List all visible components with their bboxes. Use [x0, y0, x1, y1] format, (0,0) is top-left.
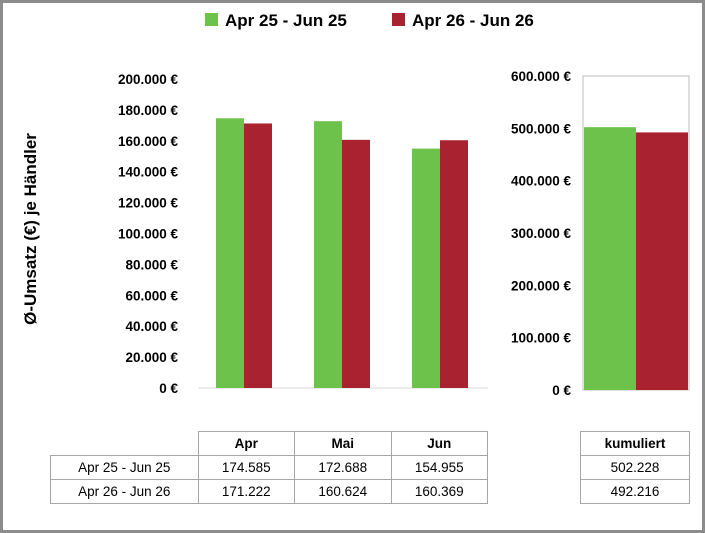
- table-row: Apr 26 - Jun 26 171.222 160.624 160.369: [50, 479, 488, 504]
- main-bar-apr-series-1: [216, 118, 244, 388]
- table-cell: 492.216: [580, 479, 690, 504]
- y-axis-label: Ø-Umsatz (€) je Händler: [21, 133, 40, 325]
- cumulative-bar-kumuliert-series-1: [584, 127, 636, 390]
- table-cell: 174.585: [197, 455, 295, 480]
- legend: Apr 25 - Jun 25 Apr 26 - Jun 26: [205, 11, 534, 30]
- table-row-label: Apr 26 - Jun 26: [50, 479, 199, 504]
- legend-swatch-2: [392, 13, 405, 26]
- chart-canvas: Apr 25 - Jun 25 Apr 26 - Jun 26 Ø-Umsatz…: [21, 11, 690, 398]
- main-y-tick-label: 140.000 €: [118, 165, 179, 180]
- table-cell: 160.624: [294, 479, 392, 504]
- main-y-ticks: 200.000 € 180.000 € 160.000 € 140.000 € 120.…: [118, 72, 179, 396]
- table-cell: 502.228: [580, 455, 690, 480]
- table-header-row: Apr Mai Jun: [51, 431, 488, 456]
- main-bar-jun-series-1: [412, 148, 440, 388]
- table-row: 502.228: [580, 455, 690, 480]
- cumulative-y-tick-label: 400.000 €: [511, 174, 572, 189]
- main-y-tick-label: 0 €: [159, 381, 178, 396]
- cumulative-y-ticks: 600.000 € 500.000 € 400.000 € 300.000 € 200.…: [511, 69, 572, 398]
- main-y-tick-label: 200.000 €: [118, 72, 179, 87]
- table-row: 492.216: [580, 479, 690, 504]
- main-y-tick-label: 180.000 €: [118, 103, 179, 118]
- main-y-tick-label: 120.000 €: [118, 196, 179, 211]
- table-header-row: kumuliert: [580, 431, 690, 456]
- table-cell: 172.688: [294, 455, 392, 480]
- main-y-tick-label: 20.000 €: [125, 350, 178, 365]
- cumulative-chart: 600.000 € 500.000 € 400.000 € 300.000 € 200.…: [511, 69, 690, 398]
- main-chart: 200.000 € 180.000 € 160.000 € 140.000 € 120.…: [118, 72, 488, 396]
- main-bars: [216, 118, 468, 389]
- table-cell: 154.955: [390, 455, 488, 480]
- cumulative-data-table: kumuliert 502.228 492.216: [580, 431, 690, 504]
- main-y-tick-label: 40.000 €: [125, 319, 178, 334]
- cumulative-y-tick-label: 100.000 €: [511, 331, 572, 346]
- cumulative-y-tick-label: 200.000 €: [511, 278, 572, 293]
- cumulative-y-tick-label: 300.000 €: [511, 226, 572, 241]
- table-cell: 171.222: [197, 479, 295, 504]
- main-bar-mai-series-1: [314, 121, 342, 389]
- table-header-apr: Apr: [197, 431, 295, 456]
- main-y-tick-label: 100.000 €: [118, 227, 179, 242]
- cumulative-y-tick-label: 600.000 €: [511, 69, 572, 84]
- table-corner: [51, 432, 199, 456]
- cumulative-bars: [584, 127, 688, 390]
- table-header-kumuliert: kumuliert: [580, 431, 690, 456]
- legend-label-2: Apr 26 - Jun 26: [412, 11, 534, 30]
- legend-swatch-1: [205, 13, 218, 26]
- cumulative-y-tick-label: 0 €: [552, 383, 571, 398]
- monthly-data-table: Apr Mai Jun Apr 25 - Jun 25 174.585 172.…: [50, 431, 488, 504]
- table-header-mai: Mai: [294, 431, 392, 456]
- table-row: Apr 25 - Jun 25 174.585 172.688 154.955: [50, 455, 488, 480]
- main-bar-mai-series-2: [342, 139, 370, 388]
- main-y-tick-label: 160.000 €: [118, 134, 179, 149]
- table-row-label: Apr 25 - Jun 25: [50, 455, 199, 480]
- cumulative-bar-kumuliert-series-2: [636, 132, 688, 390]
- main-y-tick-label: 80.000 €: [125, 257, 178, 272]
- main-bar-jun-series-2: [440, 140, 468, 388]
- table-header-jun: Jun: [390, 431, 488, 456]
- main-bar-apr-series-2: [244, 123, 272, 389]
- table-cell: 160.369: [390, 479, 488, 504]
- cumulative-y-tick-label: 500.000 €: [511, 121, 572, 136]
- legend-label-1: Apr 25 - Jun 25: [225, 11, 347, 30]
- main-y-tick-label: 60.000 €: [125, 288, 178, 303]
